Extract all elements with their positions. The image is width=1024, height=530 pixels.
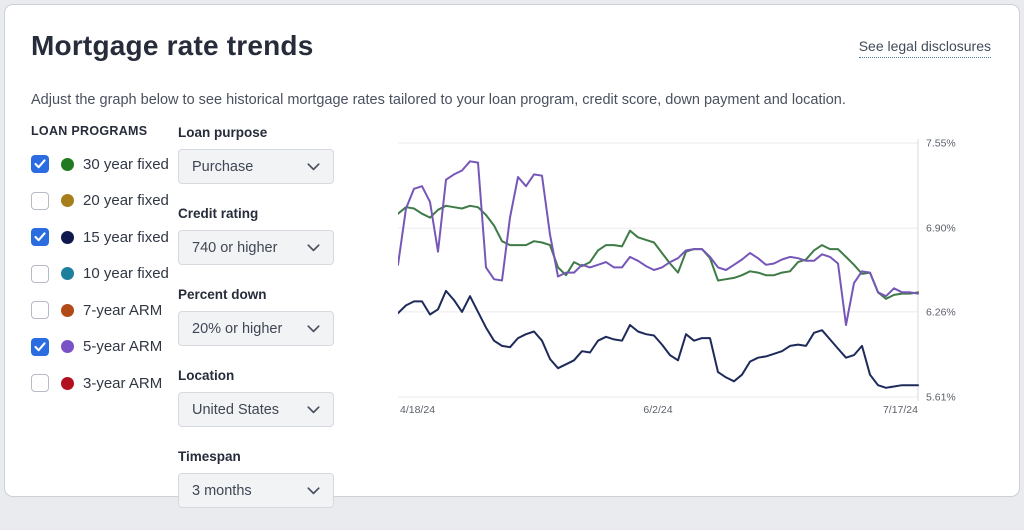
filter-group-percent-down: Percent down 20% or higher bbox=[178, 287, 334, 346]
checkbox-5-year-arm[interactable] bbox=[31, 337, 49, 356]
series-color-dot-3-year-arm bbox=[61, 376, 74, 390]
y-axis-tick-label: 5.61% bbox=[926, 392, 956, 404]
chevron-down-icon bbox=[307, 162, 320, 170]
series-color-dot-7-year-arm bbox=[61, 303, 74, 317]
header: Mortgage rate trends See legal disclosur… bbox=[31, 30, 991, 70]
series-line-5-year-arm bbox=[398, 160, 919, 326]
subtitle: Adjust the graph below to see historical… bbox=[31, 92, 846, 108]
checkbox-15-year-fixed[interactable] bbox=[31, 228, 49, 246]
loan-programs-list: 30 year fixed 20 year fixed 15 year fixed 1… bbox=[31, 153, 171, 394]
x-axis-tick-label: 6/2/24 bbox=[643, 404, 672, 416]
filter-group-loan-purpose: Loan purpose Purchase bbox=[178, 125, 334, 184]
filter-group-location: Location United States bbox=[178, 368, 334, 427]
series-color-dot-10-year-fixed bbox=[61, 267, 74, 280]
select-value-percent-down: 20% or higher bbox=[192, 320, 283, 337]
x-axis-tick-label: 4/18/24 bbox=[400, 404, 435, 416]
select-loan-purpose[interactable]: Purchase bbox=[178, 149, 334, 184]
checkmark-icon bbox=[34, 159, 46, 169]
y-axis-tick-label: 7.55% bbox=[926, 138, 956, 150]
y-axis-tick-label: 6.90% bbox=[926, 223, 956, 235]
loan-program-label: 30 year fixed bbox=[83, 155, 169, 173]
select-value-timespan: 3 months bbox=[192, 482, 252, 499]
checkbox-30-year-fixed[interactable] bbox=[31, 155, 49, 173]
series-line-15-year-fixed bbox=[398, 289, 919, 389]
select-timespan[interactable]: 3 months bbox=[178, 473, 334, 508]
loan-program-row-7-year-arm[interactable]: 7-year ARM bbox=[31, 299, 171, 321]
filter-label-percent-down: Percent down bbox=[178, 287, 267, 302]
y-axis-tick-label: 6.26% bbox=[926, 306, 956, 318]
rate-trends-chart-svg: 7.55% 6.90% 6.26% 5.61% 4/18/24 6/2/24 7/17/24 bbox=[398, 138, 956, 416]
loan-program-row-3-year-arm[interactable]: 3-year ARM bbox=[31, 372, 171, 394]
filter-group-timespan: Timespan 3 months bbox=[178, 449, 334, 508]
filter-group-credit-rating: Credit rating 740 or higher bbox=[178, 206, 334, 265]
select-percent-down[interactable]: 20% or higher bbox=[178, 311, 334, 346]
loan-program-label: 7-year ARM bbox=[83, 301, 163, 319]
filter-label-location: Location bbox=[178, 368, 235, 383]
series-color-dot-5-year-arm bbox=[61, 340, 74, 353]
loan-program-row-30-year-fixed[interactable]: 30 year fixed bbox=[31, 153, 171, 175]
series-color-dot-20-year-fixed bbox=[61, 194, 74, 207]
loan-program-label: 20 year fixed bbox=[83, 192, 169, 209]
rate-trends-chart: 7.55% 6.90% 6.26% 5.61% 4/18/24 6/2/24 7/17/24 bbox=[398, 135, 964, 425]
loan-program-label: 15 year fixed bbox=[83, 228, 169, 246]
chevron-down-icon bbox=[307, 324, 320, 332]
checkbox-3-year-arm[interactable] bbox=[31, 374, 49, 392]
select-value-loan-purpose: Purchase bbox=[192, 158, 254, 175]
loan-program-row-10-year-fixed[interactable]: 10 year fixed bbox=[31, 263, 171, 285]
loan-program-row-5-year-arm[interactable]: 5-year ARM bbox=[31, 336, 171, 358]
page-title: Mortgage rate trends bbox=[31, 30, 314, 61]
select-value-credit-rating: 740 or higher bbox=[192, 239, 278, 256]
checkbox-10-year-fixed[interactable] bbox=[31, 264, 49, 283]
chevron-down-icon bbox=[307, 243, 320, 251]
chevron-down-icon bbox=[307, 486, 320, 494]
select-value-location: United States bbox=[192, 401, 280, 418]
checkmark-icon bbox=[34, 232, 46, 242]
checkmark-icon bbox=[34, 341, 46, 351]
loan-program-label: 10 year fixed bbox=[83, 265, 169, 282]
filter-label-credit-rating: Credit rating bbox=[178, 206, 259, 221]
filters-panel: Loan purpose Purchase Credit rating 740 or … bbox=[178, 125, 334, 530]
loan-program-label: 5-year ARM bbox=[83, 338, 163, 355]
loan-programs-panel: LOAN PROGRAMS 30 year fixed 20 year fixed… bbox=[31, 124, 171, 409]
checkbox-7-year-arm[interactable] bbox=[31, 301, 49, 319]
loan-program-row-20-year-fixed[interactable]: 20 year fixed bbox=[31, 190, 171, 212]
series-color-dot-30-year-fixed bbox=[61, 157, 74, 171]
loan-program-label: 3-year ARM bbox=[83, 374, 163, 392]
loan-programs-heading: LOAN PROGRAMS bbox=[31, 124, 148, 138]
select-credit-rating[interactable]: 740 or higher bbox=[178, 230, 334, 265]
filter-label-loan-purpose: Loan purpose bbox=[178, 125, 268, 140]
checkbox-20-year-fixed[interactable] bbox=[31, 191, 49, 210]
mortgage-trends-card: Mortgage rate trends See legal disclosur… bbox=[4, 4, 1020, 508]
filter-label-timespan: Timespan bbox=[178, 449, 241, 464]
select-location[interactable]: United States bbox=[178, 392, 334, 427]
series-line-30-year-fixed bbox=[398, 204, 919, 300]
series-color-dot-15-year-fixed bbox=[61, 230, 74, 244]
x-axis-tick-label: 7/17/24 bbox=[883, 404, 918, 416]
legal-disclosures-link[interactable]: See legal disclosures bbox=[858, 38, 991, 58]
loan-program-row-15-year-fixed[interactable]: 15 year fixed bbox=[31, 226, 171, 248]
chevron-down-icon bbox=[307, 405, 320, 413]
